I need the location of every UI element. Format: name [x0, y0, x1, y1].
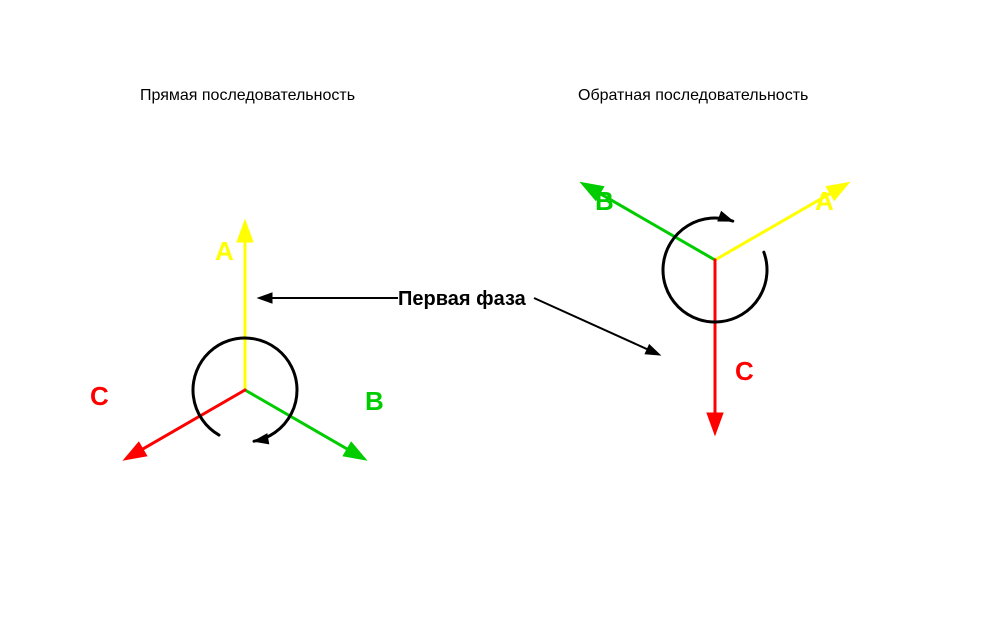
diagram-left-vector-B [245, 390, 353, 452]
diagram-left-vector-A-arrowhead [237, 220, 253, 242]
diagram-right-label-B: B [595, 186, 614, 216]
diagram-right-label-A: A [815, 186, 834, 216]
diagram-left-label-C: C [90, 381, 109, 411]
diagram-left-label-B: B [365, 386, 384, 416]
diagram-left-label-A: A [215, 236, 234, 266]
annotation-arrow-0-head [258, 293, 272, 303]
annotation-label: Первая фаза [398, 288, 527, 310]
diagram-left-vector-B-arrowhead [343, 442, 366, 460]
annotation-arrow-1 [534, 298, 652, 352]
annotation-arrow-1-head [645, 345, 660, 355]
title-left: Прямая последовательность [140, 87, 355, 104]
title-right: Обратная последовательность [578, 87, 808, 104]
diagram-left-vector-C [137, 390, 245, 452]
diagram-right-rotation-arc-arrowhead [718, 212, 733, 221]
diagram-left-vector-C-arrowhead [124, 442, 147, 460]
diagram-right-vector-C-arrowhead [707, 413, 723, 435]
diagram-right-label-C: C [735, 356, 754, 386]
